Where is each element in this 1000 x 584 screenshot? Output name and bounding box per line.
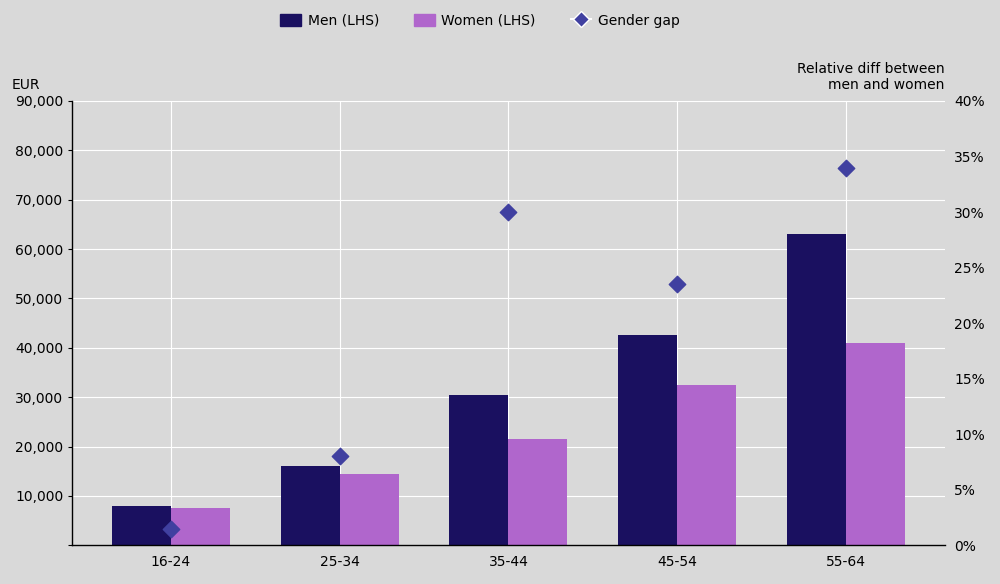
- Bar: [340, 474, 399, 545]
- Bar: [449, 395, 508, 545]
- Bar: [112, 506, 171, 545]
- Bar: [281, 466, 340, 545]
- Gender gap: [669, 280, 685, 289]
- Text: EUR: EUR: [11, 78, 40, 92]
- Bar: [787, 234, 846, 545]
- Gender gap: [500, 207, 516, 217]
- Bar: [508, 439, 567, 545]
- Bar: [618, 335, 677, 545]
- Bar: [171, 508, 230, 545]
- Text: Relative diff between
men and women: Relative diff between men and women: [797, 62, 945, 92]
- Gender gap: [838, 163, 854, 172]
- Bar: [846, 343, 905, 545]
- Bar: [677, 385, 736, 545]
- Legend: Men (LHS), Women (LHS), Gender gap: Men (LHS), Women (LHS), Gender gap: [273, 7, 687, 35]
- Gender gap: [332, 452, 348, 461]
- Gender gap: [163, 524, 179, 533]
